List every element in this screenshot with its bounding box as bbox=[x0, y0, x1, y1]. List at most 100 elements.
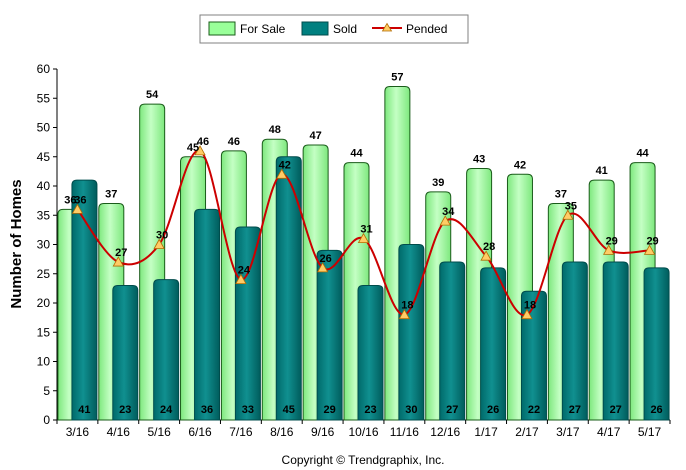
x-tick-label: 6/16 bbox=[188, 425, 212, 439]
x-tick-label: 5/17 bbox=[638, 425, 662, 439]
sold-value-label: 33 bbox=[242, 404, 254, 416]
x-tick-label: 2/17 bbox=[515, 425, 539, 439]
pended-value-label: 36 bbox=[74, 194, 86, 206]
pended-marker bbox=[153, 238, 165, 249]
pended-value-label: 26 bbox=[320, 253, 332, 265]
for-sale-value-label: 41 bbox=[596, 165, 608, 177]
y-tick-label: 45 bbox=[37, 150, 51, 164]
sold-bar bbox=[643, 267, 670, 421]
pended-marker bbox=[521, 308, 533, 320]
x-tick-label: 9/16 bbox=[311, 425, 335, 439]
sold-value-label: 27 bbox=[569, 404, 581, 416]
y-tick-label: 60 bbox=[37, 62, 51, 76]
pended-marker bbox=[643, 244, 656, 255]
pended-value-label: 42 bbox=[279, 159, 291, 171]
pended-value-label: 29 bbox=[606, 235, 618, 247]
y-tick-label: 0 bbox=[43, 413, 50, 427]
legend-label-sold: Sold bbox=[333, 22, 357, 36]
y-tick-label: 50 bbox=[37, 121, 51, 135]
sold-bars bbox=[71, 156, 670, 421]
pended-marker bbox=[357, 232, 370, 244]
pended-value-label: 28 bbox=[483, 241, 495, 253]
for-sale-value-label: 42 bbox=[514, 159, 526, 171]
pended-marker bbox=[562, 209, 574, 220]
pended-value-label: 31 bbox=[360, 224, 372, 236]
sold-bar bbox=[561, 261, 588, 421]
sold-bar bbox=[398, 244, 425, 421]
pended-value-label: 24 bbox=[238, 265, 251, 277]
for-sale-value-label: 45 bbox=[187, 142, 199, 154]
legend-box bbox=[199, 14, 469, 44]
pended-value-label: 18 bbox=[401, 300, 413, 312]
pended-value-label: 34 bbox=[442, 206, 455, 218]
for-sale-value-label: 37 bbox=[105, 189, 117, 201]
for-sale-value-label: 54 bbox=[146, 89, 159, 101]
x-tick-label: 7/16 bbox=[229, 425, 253, 439]
y-axis: 0 5 10 15 20 25 30 35 40 45 50 55 60 bbox=[37, 62, 58, 427]
x-tick-label: 3/17 bbox=[556, 425, 580, 439]
sold-bar bbox=[194, 208, 221, 421]
pended-value-label: 29 bbox=[646, 235, 658, 247]
for-sale-value-label: 44 bbox=[636, 148, 649, 160]
for-sale-value-label: 46 bbox=[228, 136, 240, 148]
y-tick-label: 10 bbox=[37, 355, 51, 369]
sold-value-label: 26 bbox=[487, 404, 499, 416]
sold-bar bbox=[112, 284, 139, 421]
for-sale-value-label: 39 bbox=[432, 177, 444, 189]
sold-bar bbox=[71, 179, 98, 421]
pended-marker bbox=[316, 262, 329, 273]
sold-bar bbox=[357, 284, 384, 421]
pended-value-label: 46 bbox=[197, 136, 209, 148]
pended-marker bbox=[194, 145, 206, 156]
x-tick-label: 10/16 bbox=[348, 425, 378, 439]
legend-swatch-for-sale bbox=[208, 21, 236, 36]
x-tick-label: 8/16 bbox=[270, 425, 294, 439]
pended-marker bbox=[71, 203, 84, 214]
sold-value-label: 30 bbox=[405, 404, 417, 416]
for-sale-value-label: 43 bbox=[473, 153, 485, 165]
legend-swatch-sold bbox=[301, 21, 329, 36]
pended-value-label: 18 bbox=[524, 300, 536, 312]
sold-bar bbox=[275, 156, 302, 421]
pended-marker bbox=[439, 215, 451, 226]
pended-marker bbox=[398, 308, 411, 320]
x-tick-label: 4/17 bbox=[597, 425, 621, 439]
sold-value-label: 29 bbox=[324, 404, 336, 416]
copyright: Copyright © Trendgraphix, Inc. bbox=[282, 453, 445, 467]
sold-value-label: 41 bbox=[78, 404, 90, 416]
pended-marker bbox=[112, 256, 124, 267]
pended-series bbox=[71, 145, 656, 320]
x-tick-label: 4/16 bbox=[107, 425, 131, 439]
sold-bar bbox=[153, 279, 180, 421]
y-axis-title: Number of Homes bbox=[8, 179, 25, 308]
y-tick-label: 55 bbox=[37, 91, 51, 105]
sold-value-label: 22 bbox=[528, 404, 540, 416]
sold-value-label: 45 bbox=[283, 404, 295, 416]
x-tick-label: 11/16 bbox=[390, 425, 419, 439]
legend-label-pended: Pended bbox=[406, 22, 447, 36]
for-sale-value-label: 48 bbox=[269, 124, 281, 136]
pended-marker bbox=[276, 168, 288, 179]
legend: For Sale Sold Pended bbox=[199, 14, 469, 44]
pended-line bbox=[76, 149, 650, 317]
y-tick-label: 20 bbox=[37, 296, 51, 310]
y-tick-label: 15 bbox=[37, 325, 51, 339]
legend-swatch-pended-marker bbox=[381, 22, 393, 32]
sold-bar bbox=[602, 261, 629, 421]
y-tick-label: 25 bbox=[37, 267, 51, 281]
x-tick-label: 12/16 bbox=[430, 425, 460, 439]
pended-marker bbox=[480, 250, 492, 261]
sold-bar bbox=[316, 249, 343, 421]
x-tick-label: 3/16 bbox=[66, 425, 90, 439]
y-tick-label: 30 bbox=[37, 238, 51, 252]
for-sale-value-label: 47 bbox=[310, 130, 322, 142]
sold-value-label: 26 bbox=[650, 404, 662, 416]
y-tick-label: 5 bbox=[43, 384, 50, 398]
legend-label-for-sale: For Sale bbox=[240, 22, 286, 36]
sold-value-label: 27 bbox=[446, 404, 458, 416]
pended-value-label: 35 bbox=[565, 200, 577, 212]
y-tick-label: 35 bbox=[37, 208, 51, 222]
for-sale-value-label: 37 bbox=[555, 189, 567, 201]
pended-marker bbox=[235, 273, 247, 285]
